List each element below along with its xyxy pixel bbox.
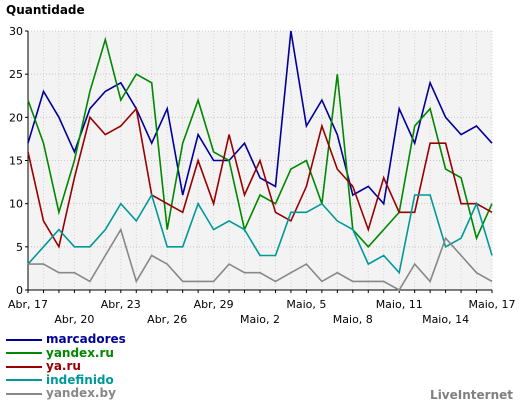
legend-swatch: [6, 392, 42, 395]
x-tick-label: Maio, 17: [468, 298, 515, 311]
legend-item: yandex.by: [6, 386, 126, 401]
legend-label: indefinido: [46, 372, 114, 387]
x-tick-label: Abr, 23: [101, 298, 141, 311]
y-tick-label: 25: [9, 68, 23, 81]
legend-label: yandex.by: [46, 386, 116, 400]
x-tick-label: Abr, 26: [147, 313, 187, 326]
legend-item: ya.ru: [6, 359, 126, 374]
line-chart: 0 5 10 15 20 25 30 Abr, 17 Abr, 20 Abr, 23 Abr, 26…: [8, 25, 516, 326]
series-lines: [27, 30, 493, 292]
legend-item: indefinido: [6, 372, 126, 388]
legend-label: ya.ru: [46, 359, 81, 373]
y-axis-title: Quantidade: [6, 3, 85, 17]
y-tick-label: 10: [9, 198, 23, 211]
gridlines: [27, 30, 493, 291]
x-tick-label: Maio, 14: [422, 313, 469, 326]
legend-label: marcadores: [46, 332, 126, 346]
legend-item: marcadores: [6, 332, 126, 347]
liveinternet-credit: LiveInternet: [430, 388, 513, 402]
x-tick-label: Maio, 2: [240, 313, 280, 326]
x-tick-label: Maio, 5: [286, 298, 326, 311]
legend-swatch: [6, 379, 42, 382]
y-tick-label: 5: [16, 241, 23, 254]
legend-item: yandex.ru: [6, 345, 126, 361]
series-line-yandex-by: [28, 227, 493, 292]
series-line-marcadores: [27, 30, 493, 206]
y-tick-label: 20: [9, 111, 23, 124]
legend-swatch: [6, 338, 42, 341]
tick-labels: 0 5 10 15 20 25 30 Abr, 17 Abr, 20 Abr, 23 Abr, 26…: [8, 25, 516, 326]
legend: marcadores yandex.ru ya.ru indefinido ya…: [6, 332, 126, 401]
series-line-yandex-ru: [27, 36, 493, 248]
y-tick-label: 15: [9, 155, 23, 168]
series-line-ya-ru: [27, 106, 493, 249]
series-line-indefinido: [27, 193, 493, 275]
y-tick-label: 0: [16, 284, 23, 297]
legend-swatch: [6, 352, 42, 355]
x-tick-label: Abr, 20: [54, 313, 94, 326]
legend-swatch: [6, 365, 42, 368]
legend-label: yandex.ru: [46, 345, 114, 360]
y-tick-label: 30: [9, 25, 23, 38]
x-tick-label: Maio, 8: [333, 313, 373, 326]
x-tick-label: Abr, 29: [194, 298, 234, 311]
x-tick-label: Abr, 17: [8, 298, 48, 311]
axes: [25, 30, 493, 293]
x-tick-label: Maio, 11: [376, 298, 423, 311]
